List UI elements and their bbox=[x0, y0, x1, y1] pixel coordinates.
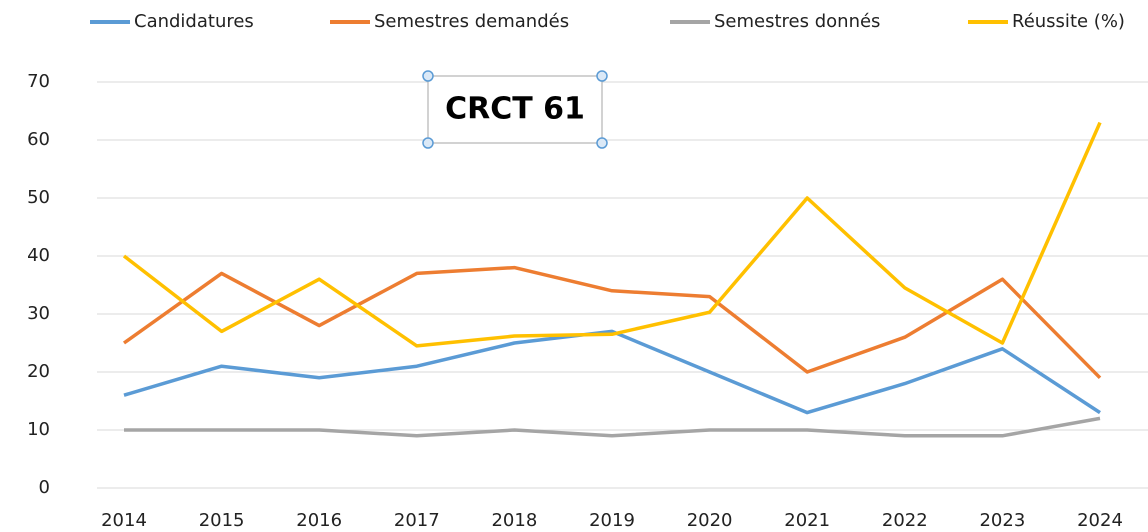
selection-handles bbox=[422, 70, 608, 149]
legend-label: Réussite (%) bbox=[1012, 11, 1125, 32]
title-box[interactable] bbox=[427, 75, 603, 144]
legend-label: Semestres demandés bbox=[374, 11, 569, 32]
y-tick-label: 10 bbox=[27, 419, 50, 440]
y-tick-label: 20 bbox=[27, 361, 50, 382]
series-line bbox=[122, 265, 1102, 380]
chart-title: CRCT 61 bbox=[445, 92, 585, 127]
x-tick-label: 2021 bbox=[784, 510, 830, 531]
x-tick-label: 2023 bbox=[979, 510, 1025, 531]
legend-label: Semestres donnés bbox=[714, 11, 880, 32]
y-tick-label: 70 bbox=[27, 71, 50, 92]
y-tick-label: 0 bbox=[39, 477, 50, 498]
series-line bbox=[123, 329, 1101, 415]
x-tick-label: 2017 bbox=[394, 510, 440, 531]
x-tick-label: 2018 bbox=[491, 510, 537, 531]
x-tick-label: 2020 bbox=[687, 510, 733, 531]
series-line bbox=[124, 416, 1101, 438]
x-tick-label: 2015 bbox=[199, 510, 245, 531]
y-tick-label: 30 bbox=[27, 303, 50, 324]
y-tick-label: 50 bbox=[27, 187, 50, 208]
x-tick-label: 2014 bbox=[101, 510, 147, 531]
x-tick-label: 2016 bbox=[296, 510, 342, 531]
y-tick-label: 40 bbox=[27, 245, 50, 266]
series-line bbox=[122, 121, 1102, 348]
x-tick-label: 2019 bbox=[589, 510, 635, 531]
plot: 0 10 20 30 40 50 60 70 2014 2015 2016 2017 2018 2019 2… bbox=[27, 11, 1148, 531]
x-tick-label: 2024 bbox=[1077, 510, 1123, 531]
y-tick-label: 60 bbox=[27, 129, 50, 150]
legend-label: Candidatures bbox=[134, 11, 254, 32]
x-tick-label: 2022 bbox=[882, 510, 928, 531]
